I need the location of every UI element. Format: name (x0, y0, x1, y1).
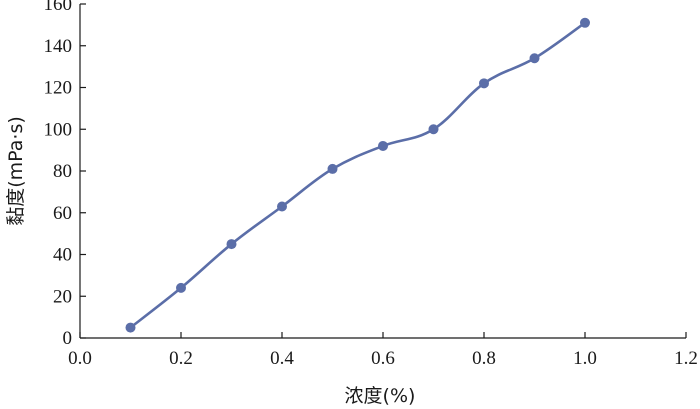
axes (79, 4, 686, 339)
y-axis-title: 黏度(mPa·s) (5, 116, 27, 226)
data-point (277, 201, 287, 212)
x-axis-title: 浓度(%) (345, 385, 416, 407)
data-point (378, 140, 388, 151)
x-tick-label: 0.2 (169, 348, 193, 369)
data-point (176, 282, 186, 293)
data-point (125, 322, 136, 333)
y-tick-label: 0 (63, 328, 73, 349)
y-tick-label: 60 (53, 203, 72, 224)
x-tick-label: 0.0 (68, 348, 92, 369)
data-point (226, 239, 237, 250)
x-tick-label: 0.4 (270, 348, 294, 369)
x-tick-label: 1.2 (674, 348, 698, 369)
y-tick-label: 40 (53, 245, 72, 266)
x-tick-label: 1.0 (573, 348, 597, 369)
y-tick-label: 20 (53, 286, 72, 307)
data-point (479, 78, 489, 89)
x-ticks: 0.0 0.2 0.4 0.6 0.8 1.0 1.2 (68, 332, 698, 369)
data-point (529, 53, 540, 64)
series-line (129, 21, 587, 329)
y-tick-label: 160 (44, 0, 73, 15)
y-ticks: 0 20 40 60 80 100 120 140 160 (44, 0, 86, 349)
plot-area (125, 17, 590, 333)
y-tick-label: 140 (44, 36, 73, 57)
y-tick-label: 80 (53, 161, 72, 182)
x-tick-label: 0.6 (371, 348, 395, 369)
data-point (428, 124, 439, 135)
x-tick-label: 0.8 (472, 348, 496, 369)
data-point (327, 163, 338, 174)
data-point (580, 17, 590, 28)
y-tick-label: 120 (44, 78, 73, 99)
y-tick-label: 100 (44, 119, 73, 140)
